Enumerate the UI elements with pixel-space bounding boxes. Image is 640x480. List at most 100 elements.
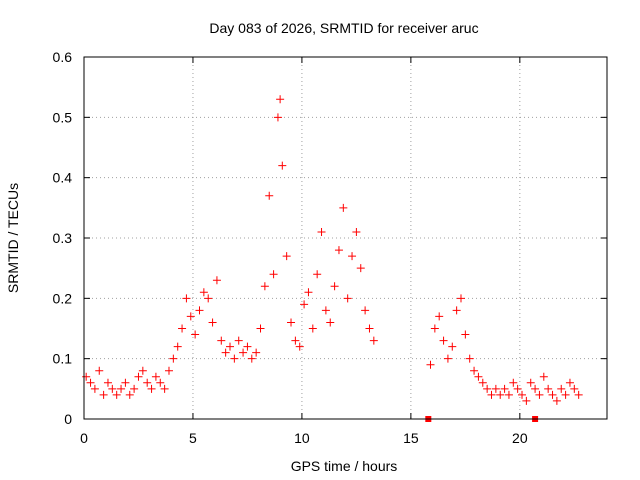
data-point: [204, 294, 213, 303]
data-point: [522, 396, 531, 405]
data-point: [365, 324, 374, 333]
data-point: [269, 270, 278, 279]
data-point: [500, 384, 509, 393]
data-point: [361, 306, 370, 315]
data-point: [574, 390, 583, 399]
data-point: [199, 288, 208, 297]
data-point: [143, 378, 152, 387]
data-point: [487, 390, 496, 399]
data-point: [452, 306, 461, 315]
data-point: [151, 372, 160, 381]
data-point: [465, 354, 474, 363]
data-point: [448, 342, 457, 351]
axis-ticks: [83, 56, 607, 420]
data-point: [164, 366, 173, 375]
data-point: [178, 324, 187, 333]
data-point: [504, 390, 513, 399]
y-tick-labels: 0 0.1 0.2 0.3 0.4 0.5 0.6: [53, 49, 73, 427]
data-point: [531, 384, 540, 393]
data-point: [352, 227, 361, 236]
data-point: [221, 348, 230, 357]
data-point: [356, 264, 365, 273]
data-point: [99, 390, 108, 399]
x-tick-labels: 0 5 10 15 20: [80, 430, 528, 446]
data-point: [217, 336, 226, 345]
data-point: [435, 312, 444, 321]
data-point: [430, 324, 439, 333]
grid-lines: [84, 57, 607, 419]
x-tick-label: 15: [403, 430, 419, 446]
data-point: [483, 384, 492, 393]
data-point: [518, 390, 527, 399]
y-tick-label: 0.2: [53, 290, 73, 306]
data-point: [496, 390, 505, 399]
data-point: [95, 366, 104, 375]
data-point: [121, 378, 130, 387]
data-point: [186, 312, 195, 321]
data-point: [461, 330, 470, 339]
data-point: [195, 306, 204, 315]
data-point: [234, 336, 243, 345]
data-point: [86, 378, 95, 387]
data-point: [173, 342, 182, 351]
data-point: [295, 342, 304, 351]
data-point: [343, 294, 352, 303]
data-point: [478, 378, 487, 387]
data-point: [348, 252, 357, 261]
data-point: [147, 384, 156, 393]
data-point: [470, 366, 479, 375]
data-point: [300, 300, 309, 309]
data-point: [260, 282, 269, 291]
data-point: [239, 348, 248, 357]
data-point: [535, 390, 544, 399]
data-point: [291, 336, 300, 345]
data-point: [304, 288, 313, 297]
y-tick-label: 0.6: [53, 49, 73, 65]
data-point: [230, 354, 239, 363]
data-point: [160, 384, 169, 393]
data-point: [208, 318, 217, 327]
data-point: [456, 294, 465, 303]
data-point: [308, 324, 317, 333]
data-point: [287, 318, 296, 327]
data-point: [439, 336, 448, 345]
y-axis-label: SRMTID / TECUs: [5, 183, 21, 293]
data-point: [561, 390, 570, 399]
data-point: [526, 378, 535, 387]
data-point: [557, 384, 566, 393]
data-point: [491, 384, 500, 393]
data-point: [513, 384, 522, 393]
data-point: [539, 372, 548, 381]
data-point: [334, 246, 343, 255]
data-point: [212, 276, 221, 285]
data-point: [548, 390, 557, 399]
data-point: [226, 342, 235, 351]
data-point: [156, 378, 165, 387]
data-point: [565, 378, 574, 387]
y-tick-label: 0.1: [53, 351, 73, 367]
data-point: [108, 384, 117, 393]
data-point: [369, 336, 378, 345]
data-point: [117, 384, 126, 393]
data-point: [443, 354, 452, 363]
data-point: [276, 95, 285, 104]
data-point: [426, 360, 435, 369]
data-point: [169, 354, 178, 363]
data-point: [256, 324, 265, 333]
data-point: [138, 366, 147, 375]
data-point: [282, 252, 291, 261]
data-point: [252, 348, 261, 357]
data-point: [112, 390, 121, 399]
data-point: [544, 384, 553, 393]
data-point: [313, 270, 322, 279]
data-point: [474, 372, 483, 381]
data-point: [317, 227, 326, 236]
x-tick-label: 5: [189, 430, 197, 446]
data-point: [125, 390, 134, 399]
data-point: [191, 330, 200, 339]
data-points: [82, 95, 583, 405]
chart-title: Day 083 of 2026, SRMTID for receiver aru…: [209, 20, 478, 36]
data-point: [570, 384, 579, 393]
